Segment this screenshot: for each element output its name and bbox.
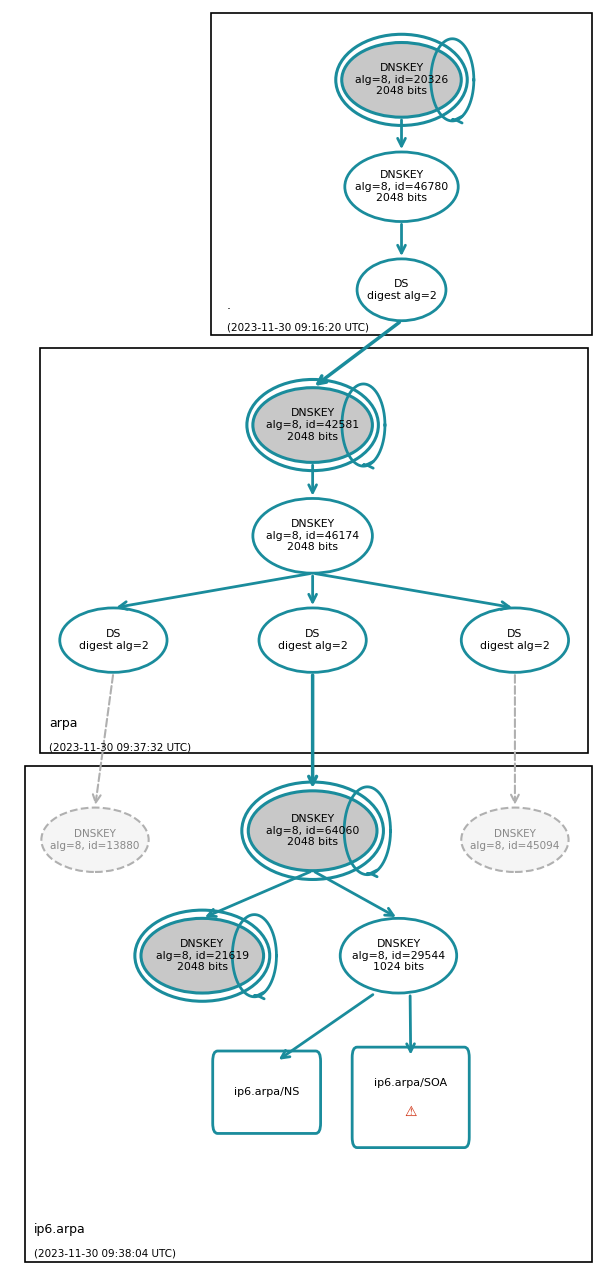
Text: ip6.arpa/SOA: ip6.arpa/SOA — [374, 1078, 447, 1088]
Text: (2023-11-30 09:38:04 UTC): (2023-11-30 09:38:04 UTC) — [34, 1248, 176, 1258]
Text: DNSKEY
alg=8, id=64060
2048 bits: DNSKEY alg=8, id=64060 2048 bits — [266, 814, 359, 848]
Text: DS
digest alg=2: DS digest alg=2 — [367, 279, 436, 300]
FancyBboxPatch shape — [211, 13, 592, 335]
Text: DNSKEY
alg=8, id=20326
2048 bits: DNSKEY alg=8, id=20326 2048 bits — [355, 63, 448, 97]
FancyBboxPatch shape — [213, 1051, 321, 1133]
Text: (2023-11-30 09:16:20 UTC): (2023-11-30 09:16:20 UTC) — [227, 322, 369, 332]
Text: DS
digest alg=2: DS digest alg=2 — [278, 630, 348, 650]
FancyBboxPatch shape — [40, 348, 588, 753]
Ellipse shape — [342, 43, 462, 117]
Ellipse shape — [345, 152, 459, 222]
Ellipse shape — [259, 608, 367, 672]
Ellipse shape — [461, 808, 569, 872]
Text: arpa: arpa — [49, 717, 77, 730]
Ellipse shape — [42, 808, 149, 872]
Ellipse shape — [141, 918, 264, 993]
Text: DNSKEY
alg=8, id=45094: DNSKEY alg=8, id=45094 — [470, 829, 560, 850]
Text: (2023-11-30 09:37:32 UTC): (2023-11-30 09:37:32 UTC) — [49, 742, 191, 752]
Text: DNSKEY
alg=8, id=46174
2048 bits: DNSKEY alg=8, id=46174 2048 bits — [266, 519, 359, 553]
Text: ⚠: ⚠ — [405, 1105, 417, 1119]
FancyBboxPatch shape — [25, 766, 592, 1262]
Ellipse shape — [357, 259, 446, 321]
Ellipse shape — [60, 608, 167, 672]
Ellipse shape — [340, 918, 457, 993]
Text: DS
digest alg=2: DS digest alg=2 — [78, 630, 148, 650]
Text: DNSKEY
alg=8, id=13880: DNSKEY alg=8, id=13880 — [50, 829, 140, 850]
Text: DS
digest alg=2: DS digest alg=2 — [480, 630, 550, 650]
Ellipse shape — [248, 791, 377, 871]
Text: DNSKEY
alg=8, id=42581
2048 bits: DNSKEY alg=8, id=42581 2048 bits — [266, 408, 359, 442]
Text: ip6.arpa/NS: ip6.arpa/NS — [234, 1087, 299, 1097]
Ellipse shape — [461, 608, 569, 672]
Text: DNSKEY
alg=8, id=29544
1024 bits: DNSKEY alg=8, id=29544 1024 bits — [352, 939, 445, 972]
Ellipse shape — [253, 498, 373, 573]
Text: .: . — [227, 299, 231, 312]
Text: ip6.arpa: ip6.arpa — [34, 1224, 85, 1236]
Text: DNSKEY
alg=8, id=21619
2048 bits: DNSKEY alg=8, id=21619 2048 bits — [156, 939, 249, 972]
Text: DNSKEY
alg=8, id=46780
2048 bits: DNSKEY alg=8, id=46780 2048 bits — [355, 170, 448, 204]
Ellipse shape — [253, 388, 373, 462]
FancyBboxPatch shape — [352, 1047, 470, 1148]
